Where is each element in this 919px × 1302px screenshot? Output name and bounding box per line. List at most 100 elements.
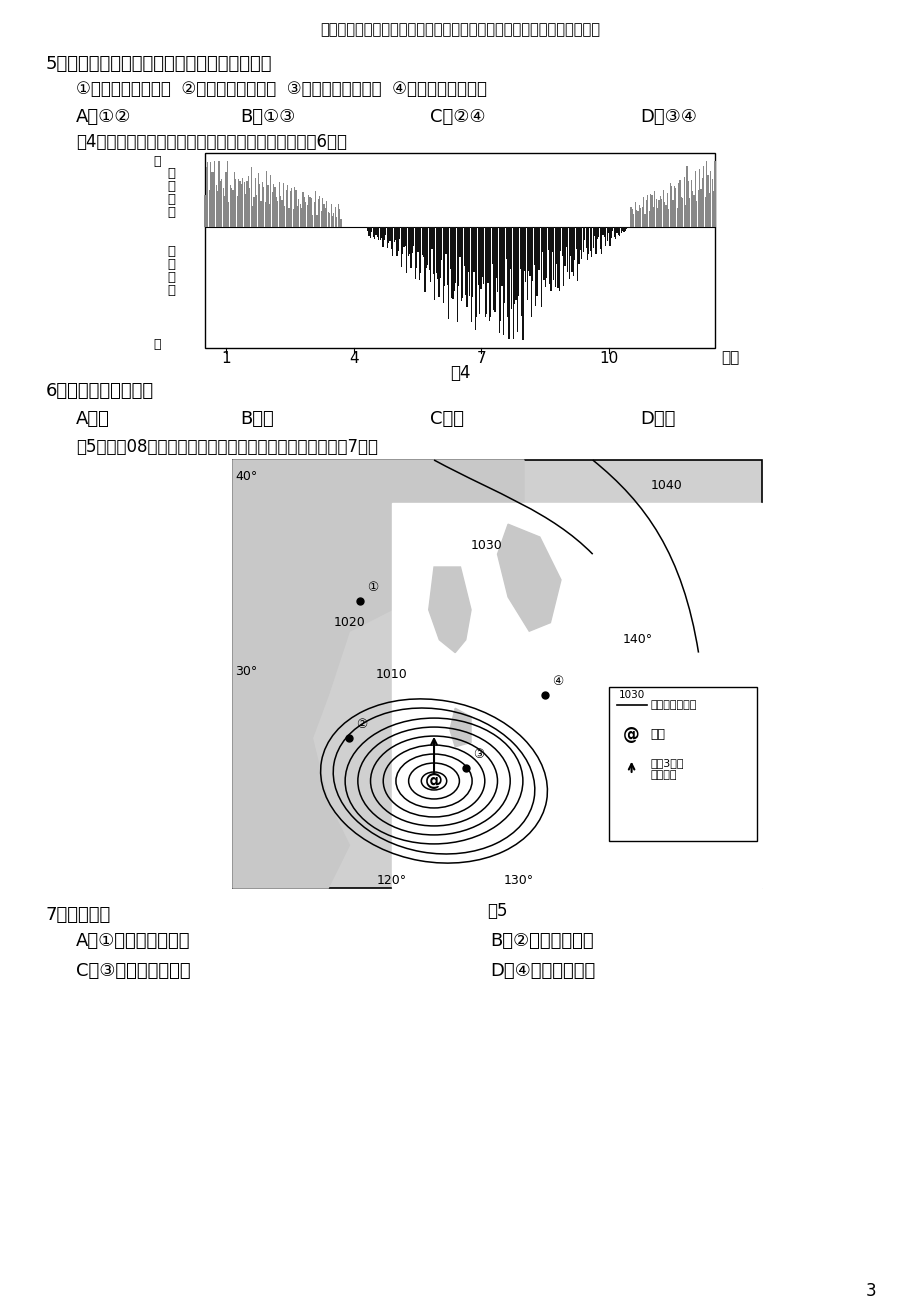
Bar bbox=[533, 227, 534, 264]
Bar bbox=[500, 227, 501, 322]
Text: 5．长江三角洲区域一体化发展可以促进该区域: 5．长江三角洲区域一体化发展可以促进该区域 bbox=[46, 55, 272, 73]
Text: 未来3小时
移动方向: 未来3小时 移动方向 bbox=[650, 758, 684, 780]
Bar bbox=[643, 215, 645, 227]
Bar bbox=[442, 227, 443, 302]
Bar bbox=[621, 227, 622, 230]
Bar bbox=[564, 227, 565, 267]
Bar bbox=[452, 227, 453, 298]
Bar bbox=[399, 227, 400, 240]
Bar bbox=[259, 185, 260, 227]
Text: @: @ bbox=[622, 725, 640, 743]
Text: 能: 能 bbox=[167, 284, 175, 297]
Bar bbox=[410, 227, 411, 268]
Bar bbox=[544, 227, 546, 286]
Bar bbox=[669, 184, 670, 227]
Bar bbox=[389, 227, 390, 241]
Bar bbox=[552, 227, 554, 280]
Text: 1020: 1020 bbox=[334, 616, 365, 629]
Bar bbox=[378, 227, 379, 240]
Bar bbox=[579, 227, 581, 250]
Bar bbox=[257, 173, 258, 227]
Bar bbox=[494, 227, 495, 312]
Bar bbox=[417, 227, 418, 253]
Bar bbox=[428, 227, 429, 271]
Bar bbox=[423, 227, 424, 256]
Bar bbox=[501, 227, 502, 286]
Text: D．③④: D．③④ bbox=[640, 108, 696, 126]
Bar bbox=[471, 227, 472, 297]
Text: 耗: 耗 bbox=[167, 193, 175, 206]
Bar bbox=[400, 227, 402, 267]
Bar bbox=[656, 207, 657, 227]
Bar bbox=[496, 227, 498, 292]
Bar bbox=[702, 167, 704, 227]
Bar bbox=[505, 227, 506, 259]
Bar bbox=[256, 194, 257, 227]
Bar bbox=[209, 190, 210, 227]
Bar bbox=[529, 227, 530, 276]
Text: 6．该机场最可能位于: 6．该机场最可能位于 bbox=[46, 381, 154, 400]
Bar bbox=[319, 197, 320, 227]
Bar bbox=[662, 190, 663, 227]
Text: 30°: 30° bbox=[234, 665, 257, 678]
Bar bbox=[337, 204, 338, 227]
Text: 10: 10 bbox=[598, 352, 618, 366]
Bar bbox=[438, 227, 439, 297]
Bar bbox=[635, 210, 637, 227]
Polygon shape bbox=[497, 525, 561, 631]
Bar bbox=[421, 227, 423, 255]
Bar bbox=[567, 227, 568, 272]
Bar bbox=[511, 227, 512, 309]
Bar bbox=[682, 198, 683, 227]
Bar bbox=[709, 171, 710, 227]
Bar bbox=[231, 189, 232, 227]
Bar bbox=[672, 201, 673, 227]
Bar bbox=[370, 227, 372, 232]
Bar bbox=[227, 161, 228, 227]
Bar bbox=[616, 227, 617, 233]
Bar bbox=[558, 227, 560, 290]
Bar bbox=[369, 227, 370, 238]
Bar bbox=[276, 197, 277, 227]
Bar bbox=[549, 227, 550, 284]
Bar bbox=[538, 227, 539, 270]
Text: B．①③: B．①③ bbox=[240, 108, 295, 126]
Bar bbox=[249, 189, 250, 227]
Text: 图5: 图5 bbox=[486, 902, 506, 921]
Bar bbox=[568, 227, 569, 279]
Bar bbox=[482, 227, 484, 285]
Bar bbox=[253, 197, 255, 227]
Bar bbox=[557, 227, 558, 288]
Bar bbox=[498, 227, 499, 332]
Text: 3: 3 bbox=[865, 1282, 875, 1299]
Bar bbox=[263, 187, 264, 227]
Bar bbox=[685, 206, 686, 227]
Bar bbox=[306, 204, 308, 227]
Bar bbox=[514, 227, 515, 305]
Bar bbox=[693, 195, 694, 227]
Bar bbox=[316, 215, 317, 227]
Bar bbox=[238, 180, 239, 227]
Bar bbox=[466, 227, 467, 307]
Bar bbox=[402, 227, 403, 254]
Bar bbox=[543, 227, 544, 280]
Bar bbox=[517, 227, 519, 296]
Bar bbox=[618, 227, 619, 236]
Bar bbox=[519, 227, 520, 268]
Bar bbox=[397, 227, 399, 251]
Bar bbox=[270, 176, 271, 227]
Bar bbox=[246, 181, 247, 227]
Bar bbox=[308, 195, 309, 227]
Bar bbox=[536, 227, 537, 296]
Text: @: @ bbox=[425, 772, 442, 790]
Bar bbox=[268, 204, 270, 227]
Bar bbox=[523, 227, 525, 271]
Bar bbox=[455, 227, 456, 283]
Text: 热: 热 bbox=[167, 180, 175, 193]
Bar bbox=[525, 227, 526, 283]
Bar bbox=[286, 190, 287, 227]
Bar bbox=[683, 177, 684, 227]
Text: 图4是中国某机场空调耗能变化示意图。读图，回答第6题。: 图4是中国某机场空调耗能变化示意图。读图，回答第6题。 bbox=[76, 133, 346, 151]
Bar bbox=[449, 227, 450, 268]
Bar bbox=[520, 227, 522, 316]
